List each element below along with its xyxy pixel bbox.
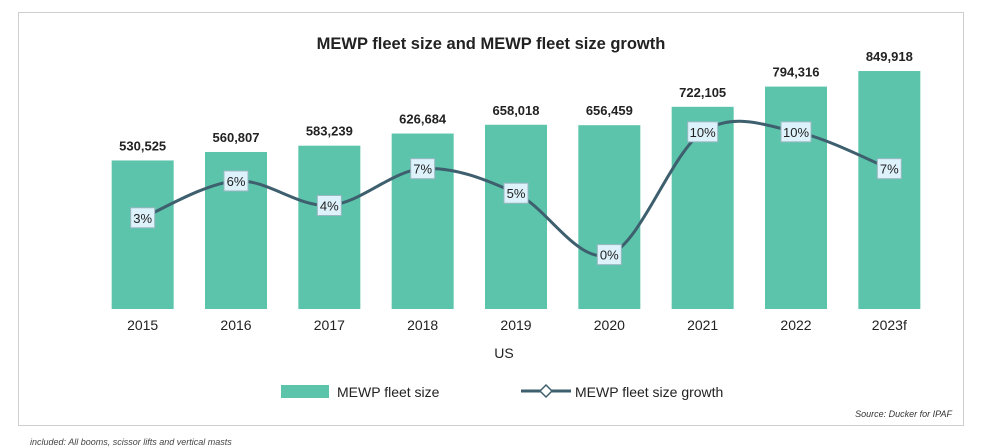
x-tick-2015: 2015 — [127, 317, 158, 333]
legend: MEWP fleet size MEWP fleet size growth — [281, 383, 723, 400]
source-note: Source: Ducker for IPAF — [855, 409, 952, 419]
bar-value-label-2020: 656,459 — [586, 103, 633, 118]
growth-marker-2017 — [316, 195, 342, 216]
x-axis-title: US — [494, 345, 513, 361]
growth-marker-2016 — [223, 170, 249, 192]
growth-label-2017: 4% — [320, 199, 339, 214]
growth-marker-2019 — [503, 182, 529, 204]
legend-label-growth: MEWP fleet size growth — [575, 384, 723, 400]
x-tick-2020: 2020 — [594, 317, 625, 333]
growth-label-2022: 10% — [783, 125, 809, 140]
growth-label-2023f: 7% — [880, 162, 899, 177]
bar-value-label-2017: 583,239 — [306, 124, 353, 139]
footnote: included: All booms, scissor lifts and v… — [30, 437, 232, 447]
bar-2020 — [578, 125, 641, 309]
growth-marker-2018 — [410, 158, 436, 180]
bar-value-label-2015: 530,525 — [119, 138, 166, 153]
bar-value-label-2022: 794,316 — [773, 65, 820, 80]
growth-label-2018: 7% — [413, 162, 432, 177]
growth-label-2021: 10% — [690, 125, 716, 140]
bar-value-label-2016: 560,807 — [213, 130, 260, 145]
growth-marker-2022 — [780, 121, 812, 143]
bar-value-label-2018: 626,684 — [399, 112, 447, 127]
chart: MEWP fleet size and MEWP fleet size grow… — [111, 35, 952, 419]
growth-label-2020: 0% — [600, 248, 619, 263]
bar-2019 — [485, 124, 547, 309]
growth-marker-2020 — [596, 244, 622, 266]
chart-frame: MEWP fleet size and MEWP fleet size grow… — [18, 12, 964, 426]
legend-swatch-bar — [281, 385, 329, 398]
growth-label-2019: 5% — [507, 186, 526, 201]
growth-label-2016: 6% — [227, 174, 246, 189]
bar-2017 — [298, 145, 361, 309]
x-tick-2018: 2018 — [407, 317, 438, 333]
x-tick-2019: 2019 — [500, 317, 531, 333]
x-tick-2016: 2016 — [220, 317, 251, 333]
x-tick-2023f: 2023f — [872, 317, 907, 333]
bar-value-label-2023f: 849,918 — [866, 49, 913, 64]
bar-2022 — [765, 86, 827, 309]
growth-marker-2015 — [130, 207, 156, 229]
bars-layer: 530,525 560,807 583,239 626,684 658,018 656,4… — [111, 49, 921, 309]
growth-label-2015: 3% — [133, 211, 152, 226]
growth-marker-2023f — [876, 158, 902, 180]
x-axis-ticks: 2015 2016 2017 2018 2019 2020 2021 2022 2023f — [127, 317, 907, 333]
legend-swatch-diamond — [538, 383, 554, 399]
growth-marker-2021 — [687, 121, 719, 143]
bar-2015 — [111, 160, 174, 309]
bar-2023f — [858, 71, 921, 309]
growth-line-layer: 3% 6% 4% 7% 5% 0% 10% 10% 7% — [130, 119, 902, 266]
x-tick-2017: 2017 — [314, 317, 345, 333]
bar-value-label-2019: 658,018 — [493, 103, 540, 118]
legend-label-fleet-size: MEWP fleet size — [337, 384, 440, 400]
x-tick-2021: 2021 — [687, 317, 718, 333]
chart-title: MEWP fleet size and MEWP fleet size grow… — [317, 35, 666, 53]
bar-value-label-2021: 722,105 — [679, 85, 726, 100]
x-tick-2022: 2022 — [780, 317, 811, 333]
